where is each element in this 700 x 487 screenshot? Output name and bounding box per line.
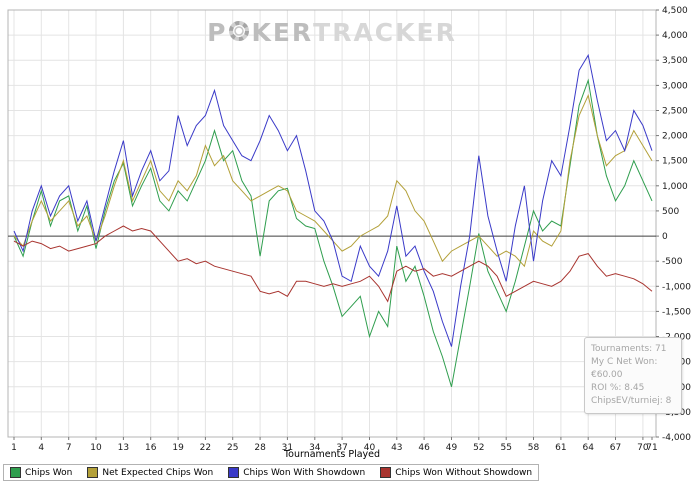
svg-text:70: 70 xyxy=(637,443,649,453)
legend-label: Chips Won With Showdown xyxy=(243,467,366,478)
svg-text:10: 10 xyxy=(90,443,102,453)
svg-text:52: 52 xyxy=(473,443,484,453)
chart-legend: Chips Won Net Expected Chips Won Chips Won… xyxy=(3,464,540,481)
stats-net-won: My C Net Won: €60.00 xyxy=(591,357,658,380)
svg-text:55: 55 xyxy=(500,443,511,453)
svg-text:-4,000: -4,000 xyxy=(662,433,691,443)
stats-chipsev: ChipsEV/turniej: 8 xyxy=(591,396,672,406)
svg-text:37: 37 xyxy=(336,443,347,453)
svg-text:28: 28 xyxy=(254,443,266,453)
svg-text:13: 13 xyxy=(118,443,129,453)
legend-item: Net Expected Chips Won xyxy=(87,467,213,478)
series-line-chips-won-with-showdown xyxy=(13,53,653,347)
svg-text:22: 22 xyxy=(200,443,211,453)
series-line-chips-won-without-showdown xyxy=(13,225,653,303)
svg-text:31: 31 xyxy=(282,443,293,453)
svg-text:61: 61 xyxy=(555,443,566,453)
legend-swatch-chips-won-with-showdown xyxy=(228,467,240,478)
svg-text:2,500: 2,500 xyxy=(662,107,688,117)
legend-swatch-chips-won xyxy=(10,467,21,478)
svg-text:43: 43 xyxy=(391,443,402,453)
svg-text:49: 49 xyxy=(446,443,458,453)
stats-tournaments: Tournaments: 71 xyxy=(591,344,667,354)
svg-text:1,000: 1,000 xyxy=(662,182,688,192)
stats-summary-box: Tournaments: 71 My C Net Won: €60.00 ROI… xyxy=(584,337,682,414)
svg-text:58: 58 xyxy=(528,443,540,453)
legend-item: Chips Won With Showdown xyxy=(228,467,365,478)
legend-label: Chips Won Without Showdown xyxy=(395,467,533,478)
legend-swatch-chips-won-without-showdown xyxy=(380,467,392,478)
stats-roi: ROI %: 8.45 xyxy=(591,383,645,393)
svg-text:40: 40 xyxy=(364,443,376,453)
svg-text:67: 67 xyxy=(610,443,621,453)
legend-swatch-net-expected-chips-won xyxy=(87,467,99,478)
legend-label: Chips Won xyxy=(25,467,73,478)
x-axis-labels: 1 4 7 10 13 16 19 22 25 28 31 34 37 40 43 46 49 52 55 58 61 6… xyxy=(11,437,658,453)
svg-text:25: 25 xyxy=(227,443,238,453)
svg-text:2,000: 2,000 xyxy=(662,132,688,142)
svg-text:3,000: 3,000 xyxy=(662,81,688,91)
svg-text:46: 46 xyxy=(418,443,430,453)
svg-text:4,500: 4,500 xyxy=(662,6,688,16)
svg-text:-1,000: -1,000 xyxy=(662,282,691,292)
svg-text:4: 4 xyxy=(38,443,44,453)
svg-text:1: 1 xyxy=(11,443,17,453)
svg-text:7: 7 xyxy=(66,443,72,453)
svg-text:16: 16 xyxy=(145,443,157,453)
svg-text:64: 64 xyxy=(582,443,594,453)
svg-text:500: 500 xyxy=(662,207,679,217)
svg-text:71: 71 xyxy=(646,443,657,453)
svg-text:3,500: 3,500 xyxy=(662,56,688,66)
x-axis-title: Tournaments Played xyxy=(283,449,381,460)
legend-item: Chips Won Without Showdown xyxy=(380,467,532,478)
legend-label: Net Expected Chips Won xyxy=(102,467,214,478)
legend-item: Chips Won xyxy=(10,467,72,478)
svg-text:0: 0 xyxy=(662,232,668,242)
svg-text:-500: -500 xyxy=(662,257,683,267)
svg-text:-1,500: -1,500 xyxy=(662,307,691,317)
svg-text:34: 34 xyxy=(309,443,321,453)
svg-text:19: 19 xyxy=(172,443,184,453)
svg-text:1,500: 1,500 xyxy=(662,157,688,167)
svg-text:4,000: 4,000 xyxy=(662,31,688,41)
